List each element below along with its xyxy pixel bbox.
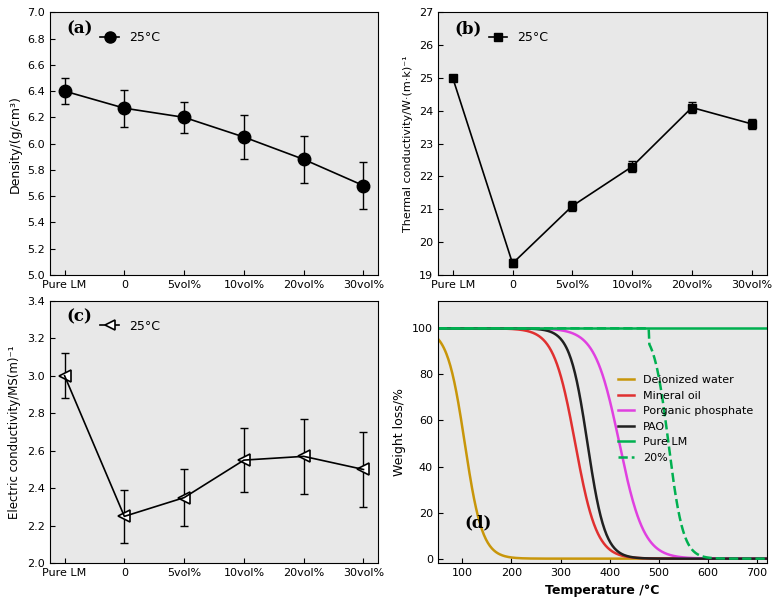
Pure LM [629,325,638,332]
Porganic phosphate [702,555,712,562]
20% [611,325,620,332]
Legend: 25°C: 25°C [96,315,165,338]
Porganic phosphate [762,555,771,562]
20% [762,555,771,562]
Deionized water [629,555,638,562]
PAO [591,491,601,499]
Porganic phosphate [754,555,763,562]
Mineral oil [611,550,620,557]
Deionized water [762,555,771,562]
Mineral oil [433,325,442,332]
Deionized water [433,335,442,342]
Text: (d): (d) [464,515,492,532]
Porganic phosphate [629,500,638,507]
Porganic phosphate [591,355,601,362]
Mineral oil [629,554,638,561]
20% [702,554,712,561]
Text: (a): (a) [66,20,92,38]
Line: Mineral oil: Mineral oil [438,329,767,558]
Y-axis label: Weight loss/%: Weight loss/% [393,388,406,476]
Porganic phosphate [590,350,599,358]
Porganic phosphate [611,423,620,430]
20% [591,325,601,332]
Deionized water [611,555,620,562]
20% [629,325,638,332]
Line: Porganic phosphate: Porganic phosphate [438,329,767,558]
Y-axis label: Thermal conductivity/W·(m·k)⁻¹: Thermal conductivity/W·(m·k)⁻¹ [403,55,413,232]
Mineral oil [762,555,771,562]
PAO [754,555,763,562]
Pure LM [611,325,620,332]
PAO [590,480,599,488]
Y-axis label: Electric conductivity/MS(m)⁻¹: Electric conductivity/MS(m)⁻¹ [9,345,21,518]
Pure LM [762,325,771,332]
Mineral oil [591,526,601,533]
X-axis label: Temperature /°C: Temperature /°C [545,584,659,597]
Text: (b): (b) [454,20,482,38]
Mineral oil [754,555,763,562]
Deionized water [591,555,601,562]
PAO [762,555,771,562]
Mineral oil [590,520,599,528]
Deionized water [754,555,763,562]
Line: Deionized water: Deionized water [438,339,767,558]
Pure LM [590,325,599,332]
Line: 20%: 20% [438,329,767,558]
Pure LM [433,325,442,332]
Legend: 25°C: 25°C [96,27,165,50]
Porganic phosphate [433,325,442,332]
20% [433,325,442,332]
Deionized water [702,555,712,562]
Mineral oil [702,555,712,562]
Pure LM [591,325,601,332]
Y-axis label: Density/(g/cm³): Density/(g/cm³) [9,94,21,192]
Pure LM [754,325,763,332]
Text: (c): (c) [66,309,92,325]
20% [754,555,763,562]
Deionized water [761,555,770,562]
PAO [611,546,620,553]
Legend: Deionized water, Mineral oil, Porganic phosphate, PAO, Pure LM, 20%: Deionized water, Mineral oil, Porganic p… [613,370,758,467]
PAO [629,554,638,561]
Legend: 25°C: 25°C [484,27,554,50]
Line: PAO: PAO [438,329,767,558]
PAO [433,325,442,332]
20% [590,325,599,332]
Pure LM [702,325,712,332]
Deionized water [590,555,599,562]
PAO [702,555,712,562]
